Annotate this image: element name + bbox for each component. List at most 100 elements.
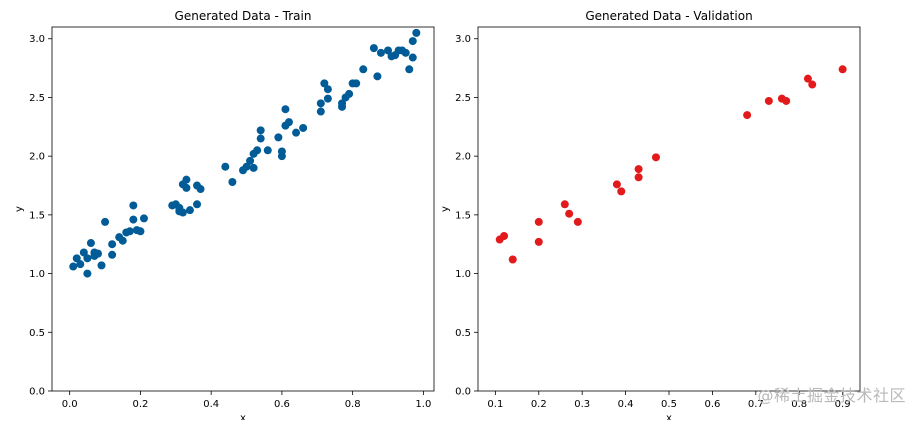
data-point — [281, 105, 290, 114]
plot-frame — [51, 26, 435, 392]
data-point — [412, 28, 421, 37]
data-point — [376, 48, 385, 57]
y-tick-label: 1.0 — [455, 269, 471, 280]
data-point — [274, 133, 283, 142]
data-point — [246, 156, 255, 165]
x-tick-label: 0.2 — [531, 399, 547, 410]
data-point — [108, 250, 117, 259]
x-tick-label: 0.1 — [487, 399, 503, 410]
data-point — [72, 254, 81, 263]
data-point — [338, 102, 347, 111]
chart-title: Generated Data - Validation — [585, 9, 752, 23]
data-point — [634, 165, 643, 174]
data-point — [565, 209, 574, 218]
data-point — [560, 200, 569, 209]
data-point — [83, 254, 92, 263]
plot-frame — [477, 26, 861, 392]
data-point — [323, 94, 332, 103]
data-point — [508, 255, 517, 264]
y-tick-label: 0.0 — [455, 387, 471, 398]
x-tick-label: 0.9 — [835, 399, 851, 410]
data-point — [83, 269, 92, 278]
data-point — [808, 80, 817, 89]
x-tick-label: 0.2 — [132, 399, 148, 410]
y-tick-label: 2.0 — [455, 152, 471, 163]
y-tick-label: 1.5 — [455, 210, 471, 221]
x-tick-label: 0.4 — [203, 399, 219, 410]
data-point — [408, 37, 417, 46]
y-tick-label: 3.0 — [29, 34, 45, 45]
data-point — [534, 237, 543, 246]
data-point — [384, 46, 393, 55]
data-point — [617, 187, 626, 196]
data-point — [284, 118, 293, 127]
x-tick-label: 0.4 — [618, 399, 634, 410]
data-point — [573, 217, 582, 226]
x-tick-label: 0.7 — [748, 399, 764, 410]
data-point — [97, 261, 106, 270]
data-point — [182, 175, 191, 184]
data-point — [401, 48, 410, 57]
data-point — [196, 185, 205, 194]
data-point — [838, 65, 847, 74]
data-point — [323, 85, 332, 94]
data-point — [256, 126, 265, 135]
x-tick-label: 0.3 — [574, 399, 590, 410]
data-point — [612, 180, 621, 189]
data-point — [125, 227, 134, 236]
data-point — [129, 215, 138, 224]
data-point — [69, 262, 78, 271]
y-tick-label: 2.5 — [455, 93, 471, 104]
data-point — [221, 162, 230, 171]
data-point — [405, 65, 414, 74]
data-point — [249, 163, 258, 172]
y-tick-label: 1.0 — [29, 269, 45, 280]
data-point — [263, 146, 272, 155]
data-point — [79, 248, 88, 257]
x-tick-label: 0.6 — [274, 399, 290, 410]
data-point — [178, 208, 187, 217]
data-point — [93, 249, 102, 258]
data-point — [316, 107, 325, 116]
chart-title: Generated Data - Train — [175, 9, 312, 23]
y-tick-label: 2.0 — [29, 152, 45, 163]
data-point — [242, 162, 251, 171]
y-axis-label: y — [440, 206, 451, 212]
watermark-text: @稀土掘金技术社区 — [757, 386, 906, 405]
x-tick-label: 1.0 — [415, 399, 431, 410]
x-axis-label: x — [240, 413, 246, 420]
data-point — [185, 206, 194, 215]
data-point — [408, 53, 417, 62]
data-point — [534, 217, 543, 226]
chart-validation: Generated Data - Validation 0.1 0.2 0.3 0.4 0… — [440, 9, 861, 424]
data-point — [139, 214, 148, 223]
data-point — [500, 232, 509, 241]
data-point — [277, 152, 286, 161]
data-point — [253, 146, 262, 155]
data-point — [129, 201, 138, 210]
data-point — [634, 173, 643, 182]
data-point — [101, 217, 110, 226]
data-point — [182, 183, 191, 192]
y-tick-label: 1.5 — [29, 210, 45, 221]
chart-train: Generated Data - Train 0.0 0.2 0.4 0.6 0.8 1.0… — [14, 9, 435, 424]
x-tick-label: 0.5 — [661, 399, 677, 410]
data-point — [651, 153, 660, 162]
data-point — [373, 72, 382, 81]
data-point — [316, 99, 325, 108]
data-point — [118, 236, 127, 245]
data-point — [299, 123, 308, 132]
data-point — [320, 79, 329, 88]
data-point — [345, 89, 354, 98]
data-point — [256, 134, 265, 143]
x-tick-label: 0.8 — [791, 399, 807, 410]
x-tick-label: 0.6 — [704, 399, 720, 410]
data-point — [764, 96, 773, 105]
data-point — [108, 240, 117, 249]
y-axis-label: y — [14, 206, 25, 212]
data-point — [782, 96, 791, 105]
y-tick-label: 0.5 — [455, 328, 471, 339]
x-tick-label: 0.0 — [62, 399, 78, 410]
